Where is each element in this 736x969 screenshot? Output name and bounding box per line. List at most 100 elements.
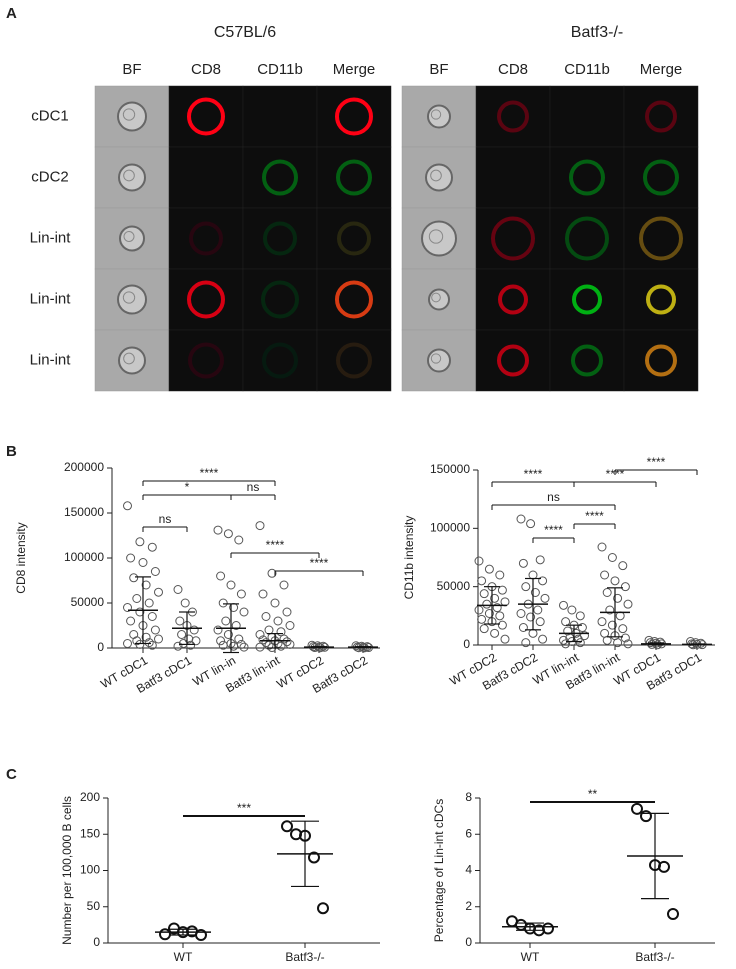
cell-signal	[261, 280, 299, 319]
data-point	[477, 576, 487, 586]
cell-signal	[497, 344, 529, 377]
data-point	[261, 638, 271, 648]
data-point	[173, 585, 183, 594]
significance-label: ****	[606, 467, 625, 481]
cell-texture	[123, 352, 135, 365]
data-point	[497, 620, 507, 630]
data-point	[538, 634, 548, 644]
cell-texture	[123, 231, 135, 242]
y-tick-label: 50	[87, 899, 101, 913]
cell-texture	[430, 353, 442, 364]
data-point	[658, 860, 670, 873]
data-point	[213, 525, 223, 535]
cell-signal	[646, 284, 676, 315]
image-tile	[168, 85, 244, 148]
data-point	[144, 598, 154, 608]
cell-signal	[187, 280, 225, 319]
cell-signal	[639, 216, 683, 261]
y-tick-label: 0	[93, 935, 100, 949]
data-point	[495, 611, 505, 621]
data-point	[216, 636, 226, 646]
y-tick-label: 0	[465, 935, 472, 949]
data-point	[186, 640, 196, 650]
significance-label: ns	[547, 490, 560, 504]
data-point	[618, 561, 628, 571]
data-point	[613, 638, 623, 648]
group-header: Batf3-/-	[571, 24, 623, 41]
channel-label: CD11b	[564, 61, 610, 78]
cell-signal	[569, 159, 605, 196]
data-point	[577, 623, 587, 632]
data-point	[667, 908, 679, 920]
cell-texture	[430, 109, 442, 120]
image-tile	[549, 146, 625, 209]
data-point	[267, 568, 277, 578]
data-point	[484, 564, 494, 574]
data-point	[530, 588, 540, 597]
data-point	[655, 637, 665, 647]
image-tile	[623, 146, 699, 209]
cell-signal	[335, 280, 373, 319]
data-point	[620, 582, 630, 592]
channel-label: CD8	[191, 61, 221, 78]
data-point	[273, 616, 283, 626]
data-point	[623, 639, 633, 649]
cell-signal	[263, 221, 297, 256]
data-point	[516, 609, 526, 618]
image-tile	[168, 146, 244, 209]
cell-texture	[122, 108, 136, 121]
x-tick-label: Batf3-/-	[635, 950, 674, 964]
data-point	[159, 928, 171, 941]
data-point	[281, 820, 293, 833]
image-tile	[242, 329, 318, 392]
data-point	[607, 553, 617, 562]
significance-label: ns	[247, 480, 260, 494]
cell-signal	[643, 159, 679, 196]
cell-signal	[336, 159, 372, 196]
channel-label: BF	[122, 61, 141, 78]
data-point	[175, 616, 185, 626]
y-tick-label: 50000	[71, 595, 105, 609]
y-tick-label: 0	[463, 637, 470, 651]
data-point	[528, 628, 538, 638]
cell-texture	[430, 169, 442, 182]
data-point	[613, 593, 623, 603]
cell-signal	[497, 100, 529, 133]
significance-label: ****	[200, 466, 219, 480]
data-point	[500, 634, 510, 644]
y-tick-label: 200	[80, 790, 100, 804]
data-point	[567, 605, 577, 615]
data-point	[308, 851, 320, 864]
cell-texture	[122, 291, 136, 304]
data-point	[317, 902, 329, 915]
image-tile	[242, 207, 318, 270]
data-point	[602, 635, 612, 645]
data-point	[221, 616, 231, 626]
data-point	[261, 612, 271, 621]
cell	[119, 225, 145, 252]
cell-signal	[189, 221, 223, 256]
channel-label: BF	[429, 61, 448, 78]
data-point	[535, 555, 545, 565]
data-point	[123, 639, 132, 648]
image-tile	[168, 329, 244, 392]
data-point	[236, 589, 246, 599]
data-point	[497, 585, 507, 595]
data-point	[150, 567, 160, 576]
data-point	[270, 598, 280, 608]
cell	[118, 346, 146, 375]
data-point	[526, 519, 536, 529]
cell-texture	[431, 292, 441, 303]
data-point	[141, 632, 151, 642]
data-point	[144, 638, 154, 648]
data-point	[307, 640, 317, 650]
data-point	[216, 571, 226, 581]
data-point	[255, 630, 265, 639]
image-tile	[623, 329, 699, 392]
image-tile	[168, 207, 244, 270]
y-axis-title: Percentage of Lin-int cDCs	[432, 799, 446, 942]
data-point	[479, 624, 489, 634]
data-point	[123, 603, 132, 612]
significance-label: *	[185, 480, 190, 494]
data-point	[521, 582, 531, 592]
